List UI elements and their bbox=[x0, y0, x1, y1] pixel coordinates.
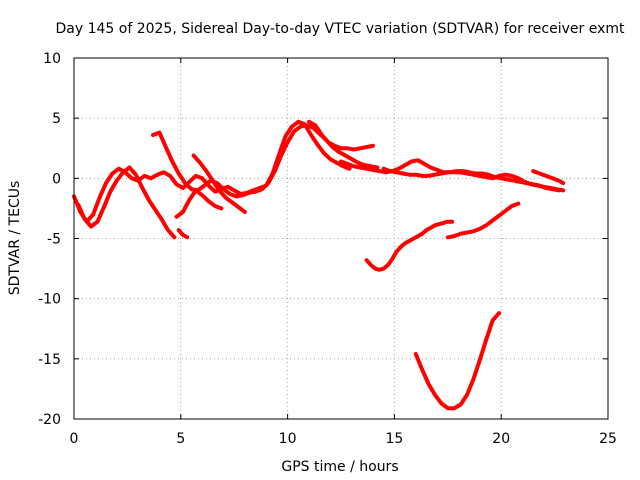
y-tick-label: 5 bbox=[52, 111, 61, 127]
series-line-10 bbox=[364, 219, 455, 272]
series-line-4 bbox=[174, 188, 224, 219]
series-line-3 bbox=[191, 153, 247, 214]
series-line-1 bbox=[76, 165, 177, 240]
series-line-8 bbox=[381, 166, 566, 193]
grid bbox=[74, 58, 608, 419]
x-axis-label: GPS time / hours bbox=[281, 459, 398, 475]
series-layer bbox=[72, 119, 566, 411]
y-tick-label: -5 bbox=[47, 232, 61, 248]
series-line-12 bbox=[413, 311, 502, 411]
series-line-5 bbox=[176, 228, 190, 240]
y-tick-label: 10 bbox=[43, 51, 61, 67]
chart-title: Day 145 of 2025, Sidereal Day-to-day VTE… bbox=[56, 21, 626, 37]
series-line-0 bbox=[72, 119, 352, 224]
x-tick-label: 0 bbox=[70, 431, 79, 447]
series-line-6 bbox=[307, 119, 375, 152]
x-tick-label: 10 bbox=[279, 431, 297, 447]
series-line-2 bbox=[151, 123, 380, 199]
axis-ticks: 0 5 10 15 20 25 -20 -15 -10 -5 0 5 10 bbox=[38, 51, 617, 447]
x-tick-label: 5 bbox=[176, 431, 185, 447]
y-tick-label: -15 bbox=[38, 352, 61, 368]
series-line-9 bbox=[531, 169, 566, 186]
x-tick-label: 25 bbox=[599, 431, 617, 447]
y-tick-label: -20 bbox=[38, 412, 61, 428]
y-tick-label: -10 bbox=[38, 292, 61, 308]
x-tick-label: 20 bbox=[492, 431, 510, 447]
y-tick-label: 0 bbox=[52, 171, 61, 187]
y-axis-label: SDTVAR / TECUs bbox=[7, 181, 23, 296]
series-line-11 bbox=[445, 201, 521, 240]
x-tick-label: 15 bbox=[385, 431, 403, 447]
